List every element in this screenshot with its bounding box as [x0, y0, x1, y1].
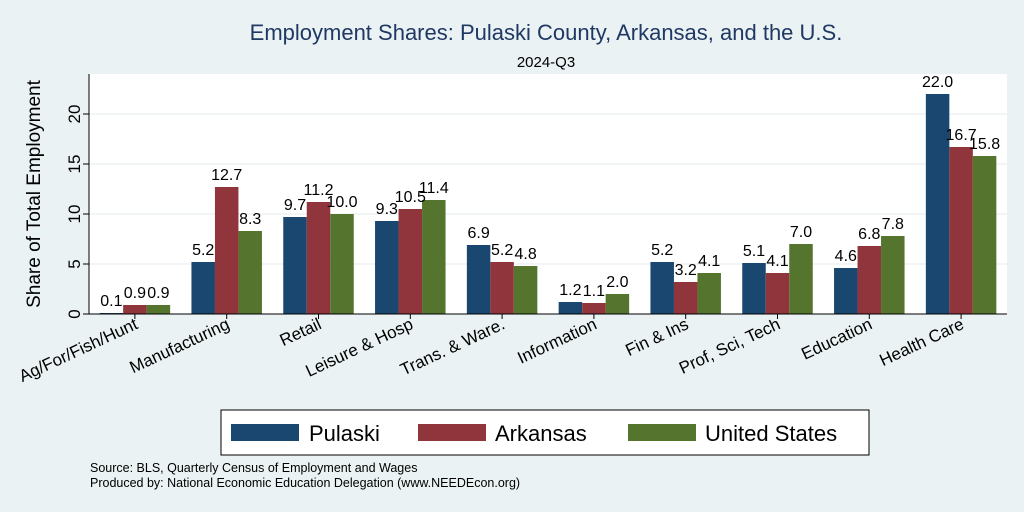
bar-united-states — [422, 200, 446, 314]
bar-pulaski — [283, 217, 307, 314]
data-label: 0.9 — [147, 285, 169, 302]
data-label: 7.0 — [790, 224, 812, 241]
data-label: 7.8 — [882, 216, 904, 233]
bar-united-states — [330, 214, 354, 314]
data-label: 1.1 — [583, 283, 605, 300]
chart-subtitle: 2024-Q3 — [517, 54, 575, 71]
bar-arkansas — [673, 282, 698, 314]
category-label: Education — [798, 314, 875, 363]
data-label: 4.1 — [698, 253, 720, 270]
bar-pulaski — [650, 262, 674, 314]
y-axis-ticks: 0 5 10 15 20 — [65, 105, 89, 319]
bar-arkansas — [582, 303, 606, 314]
data-label: 0.1 — [100, 293, 122, 310]
data-label: 15.8 — [969, 136, 1000, 153]
y-tick-label: 15 — [65, 155, 84, 174]
category-label: Trans. & Ware. — [397, 314, 507, 379]
data-label: 12.7 — [211, 167, 242, 184]
data-label: 5.2 — [491, 242, 513, 259]
bar-pulaski — [375, 221, 399, 314]
category-label: Information — [514, 314, 599, 367]
bar-arkansas — [949, 147, 973, 314]
category-label: Prof, Sci, Tech — [676, 314, 783, 377]
data-label: 11.2 — [304, 182, 334, 199]
bar-united-states — [697, 273, 721, 314]
y-tick-label: 5 — [65, 259, 84, 268]
bar-arkansas — [857, 246, 882, 314]
data-label: 5.2 — [192, 242, 214, 259]
bar-arkansas — [765, 273, 790, 314]
bar-pulaski — [742, 263, 766, 314]
legend-label-pulaski: Pulaski — [309, 421, 380, 446]
bar-pulaski — [925, 94, 950, 314]
data-label: 1.2 — [559, 282, 581, 299]
data-label: 2.0 — [606, 274, 628, 291]
category-label: Fin & Ins — [623, 314, 692, 360]
chart-title: Employment Shares: Pulaski County, Arkan… — [250, 20, 843, 45]
bar-pulaski — [191, 262, 215, 314]
legend-label-arkansas: Arkansas — [495, 421, 587, 446]
producer-line: Produced by: National Economic Education… — [90, 476, 520, 490]
data-label: 10.0 — [326, 194, 357, 211]
y-tick-label: 10 — [65, 205, 84, 224]
data-label: 11.4 — [419, 180, 449, 197]
data-label: 4.8 — [514, 246, 536, 263]
bar-arkansas — [306, 202, 331, 314]
bar-united-states — [881, 236, 905, 314]
data-label: 3.2 — [675, 262, 697, 279]
legend: Pulaski Arkansas United States — [220, 409, 870, 456]
y-tick-label: 0 — [65, 309, 84, 318]
data-label: 8.3 — [239, 211, 261, 228]
data-label: 5.1 — [743, 243, 765, 260]
source-line: Source: BLS, Quarterly Census of Employm… — [90, 461, 417, 475]
bar-pulaski — [834, 268, 858, 314]
bar-united-states — [238, 231, 262, 314]
legend-swatch-united-states — [628, 424, 696, 441]
data-label: 22.0 — [922, 74, 953, 91]
y-axis-label: Share of Total Employment — [24, 79, 45, 307]
bar-arkansas — [123, 305, 147, 314]
bar-arkansas — [398, 209, 423, 314]
legend-swatch-pulaski — [231, 424, 299, 441]
bar-arkansas — [490, 262, 514, 314]
category-label: Retail — [277, 314, 324, 350]
bar-arkansas — [214, 187, 239, 314]
bars — [99, 94, 997, 314]
bar-united-states — [146, 305, 171, 314]
bar-united-states — [789, 244, 813, 314]
category-label: Health Care — [877, 314, 967, 370]
data-labels: 0.1 0.9 0.95.212.78.39.711.210.0 9.310.511.… — [100, 74, 1000, 310]
data-label: 5.2 — [651, 242, 673, 259]
bar-pulaski — [558, 302, 583, 314]
category-label: Ag/For/Fish/Hunt — [16, 314, 141, 386]
bar-united-states — [605, 294, 630, 314]
data-label: 6.9 — [467, 225, 489, 242]
legend-label-united-states: United States — [705, 421, 837, 446]
data-label: 10.5 — [395, 189, 426, 206]
legend-swatch-arkansas — [418, 424, 486, 441]
bar-united-states — [513, 266, 538, 314]
bar-united-states — [972, 156, 997, 314]
data-label: 0.9 — [124, 285, 146, 302]
data-label: 16.7 — [946, 127, 977, 144]
data-label: 9.7 — [284, 197, 306, 214]
y-tick-label: 20 — [65, 105, 84, 124]
data-label: 4.6 — [835, 248, 857, 265]
data-label: 9.3 — [376, 201, 398, 218]
bar-pulaski — [466, 245, 491, 314]
legend-box — [220, 409, 870, 456]
category-label: Manufacturing — [127, 314, 233, 377]
data-label: 6.8 — [858, 226, 880, 243]
data-label: 4.1 — [766, 253, 788, 270]
